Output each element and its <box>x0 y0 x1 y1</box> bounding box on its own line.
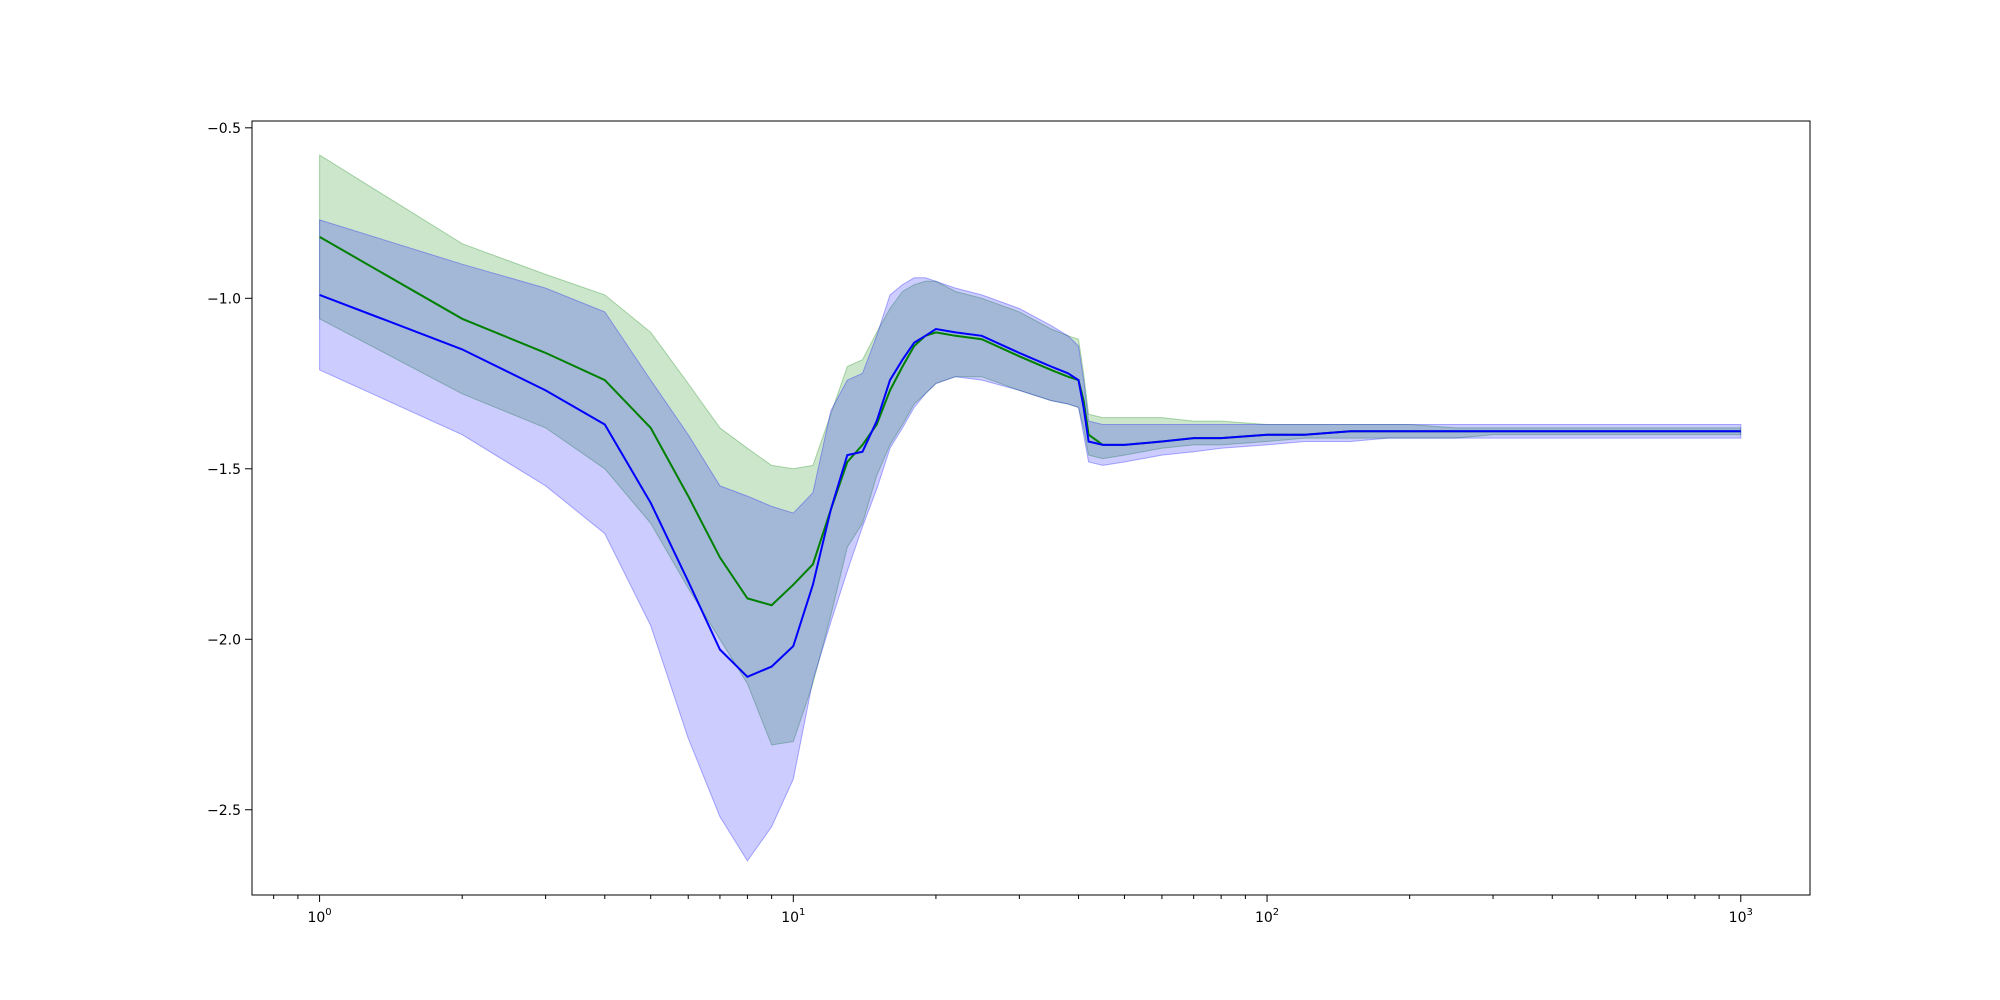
y-tick-label: −2.0 <box>207 632 241 648</box>
confidence-bands <box>319 154 1742 862</box>
series-1-band <box>319 154 1742 746</box>
series-lines <box>319 236 1741 678</box>
x-tick-label: 100 <box>307 907 331 926</box>
y-tick-label: −1.0 <box>207 291 241 307</box>
x-axis-ticks: 100 101 102 103 <box>273 895 1753 926</box>
y-axis-ticks: −0.5 −1.0 −1.5 −2.0 −2.5 <box>207 121 252 819</box>
x-tick-label: 102 <box>1255 907 1279 926</box>
y-tick-label: −2.5 <box>207 803 241 819</box>
series-2-line <box>319 293 1741 678</box>
x-tick-label: 103 <box>1729 907 1753 926</box>
y-tick-label: −0.5 <box>207 121 241 137</box>
x-tick-label: 101 <box>781 907 805 926</box>
series-2-band <box>319 219 1742 862</box>
y-tick-label: −1.5 <box>207 462 241 478</box>
plot-frame <box>251 120 1811 896</box>
